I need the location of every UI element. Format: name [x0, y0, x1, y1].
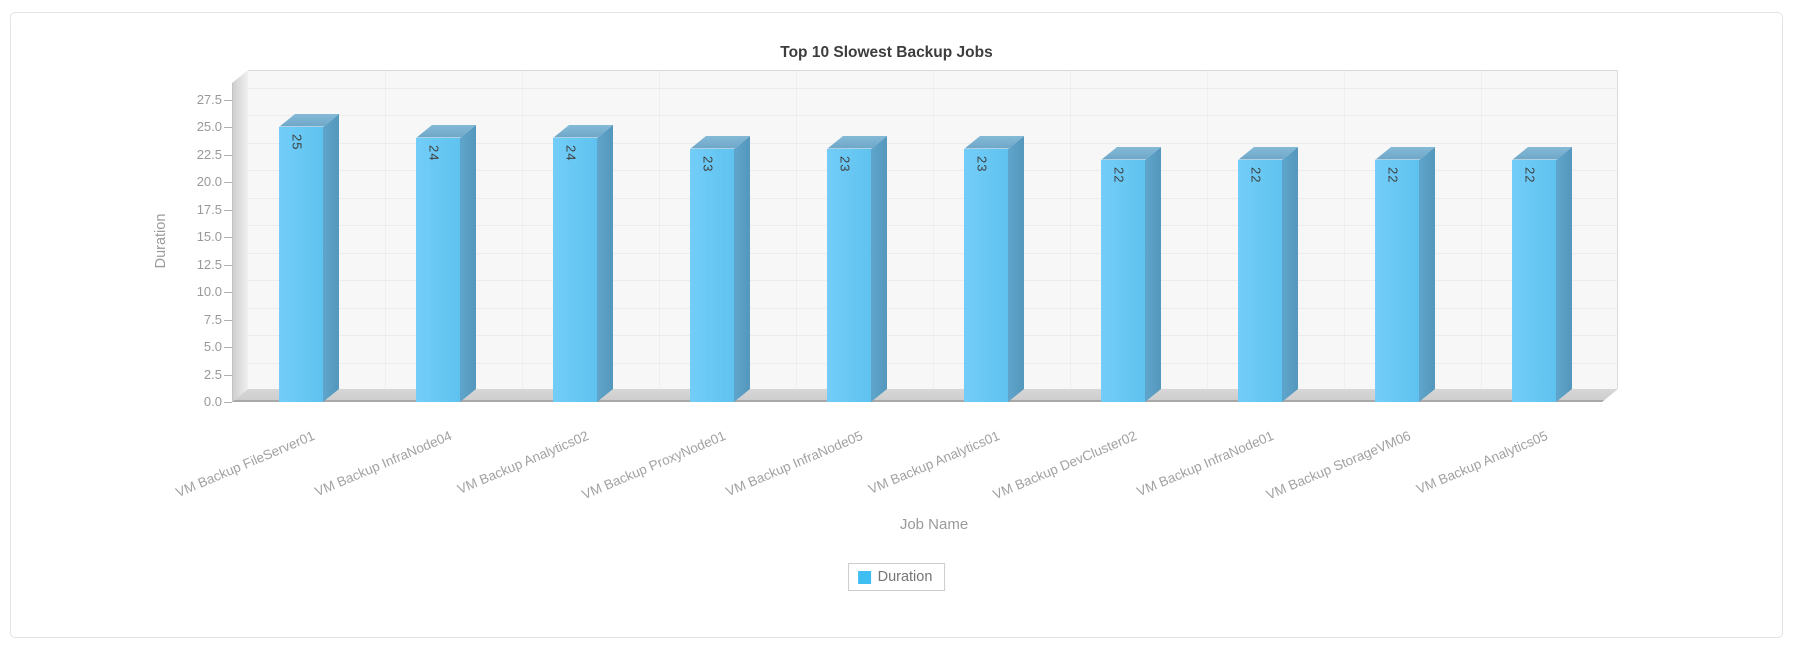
gridline-vertical	[1207, 71, 1208, 389]
gridline-horizontal	[248, 362, 1617, 364]
legend-item-duration[interactable]: Duration	[847, 563, 946, 591]
bar-value-label: 23	[700, 156, 716, 173]
y-tick-label: 10.0	[196, 284, 222, 299]
bar-value-label: 23	[974, 156, 990, 173]
chart-bar-side	[870, 135, 887, 402]
y-tick-label: 20.0	[196, 174, 222, 189]
chart-bar[interactable]	[552, 138, 597, 402]
chart-bar-side	[1418, 146, 1435, 402]
chart-bar-side	[1007, 135, 1024, 402]
gridline-horizontal	[248, 87, 1617, 89]
gridline-horizontal	[248, 307, 1617, 309]
chart-bar[interactable]	[1374, 160, 1419, 402]
gridline-horizontal	[248, 170, 1617, 171]
chart-bar-side	[459, 124, 476, 402]
y-tick-mark	[224, 209, 232, 211]
gridline-vertical	[522, 71, 523, 389]
gridline-vertical	[1481, 71, 1482, 389]
chart-title: Top 10 Slowest Backup Jobs	[780, 44, 993, 61]
y-tick-mark	[224, 402, 232, 403]
chart-bar-side	[322, 113, 339, 402]
gridline-horizontal	[248, 280, 1617, 281]
y-tick-label: 27.5	[196, 91, 222, 107]
y-tick-mark	[224, 127, 232, 128]
chart-bar-side	[1555, 146, 1572, 402]
gridline-horizontal	[248, 197, 1617, 199]
chart-bar[interactable]	[963, 149, 1008, 402]
y-tick-label: 17.5	[196, 201, 222, 217]
gridline-horizontal	[248, 335, 1617, 336]
bar-value-label: 24	[426, 145, 442, 162]
y-tick-label: 15.0	[196, 229, 222, 244]
bar-value-label: 22	[1248, 167, 1264, 184]
y-tick-label: 0.0	[203, 394, 222, 409]
chart-bar[interactable]	[1237, 160, 1282, 402]
chart-bar[interactable]	[689, 149, 734, 402]
gridline-horizontal	[248, 225, 1617, 226]
gridline-vertical	[659, 71, 660, 389]
y-tick-mark	[224, 319, 232, 321]
gridline-vertical	[1070, 71, 1071, 389]
chart-bar-side	[596, 124, 613, 402]
legend-label: Duration	[877, 569, 933, 585]
chart-bar[interactable]	[826, 149, 871, 402]
chart-bar-side	[1144, 146, 1161, 402]
y-tick-label: 22.5	[196, 146, 222, 162]
y-tick-label: 5.0	[203, 339, 222, 354]
bar-value-label: 24	[563, 145, 579, 162]
gridline-horizontal	[248, 115, 1617, 116]
y-tick-mark	[224, 347, 232, 348]
y-tick-label: 7.5	[203, 311, 222, 327]
plot-left-wall	[232, 69, 248, 402]
y-tick-mark	[224, 182, 232, 183]
chart-bar-side	[733, 135, 750, 402]
y-tick-mark	[224, 264, 232, 266]
chart-bar[interactable]	[1511, 160, 1556, 402]
y-tick-label: 25.0	[196, 119, 222, 134]
chart-bar[interactable]	[1100, 160, 1145, 402]
legend-swatch-icon	[857, 570, 871, 584]
gridline-vertical	[385, 71, 386, 389]
gridline-horizontal	[248, 142, 1617, 144]
y-tick-mark	[224, 154, 232, 156]
gridline-vertical	[1344, 71, 1345, 389]
gridline-vertical	[796, 71, 797, 389]
y-tick-mark	[224, 374, 232, 376]
chart-bar-side	[1281, 146, 1298, 402]
x-axis-title: Job Name	[899, 516, 969, 533]
bar-value-label: 22	[1111, 167, 1127, 184]
chart-bar[interactable]	[278, 127, 323, 402]
chart-bar[interactable]	[415, 138, 460, 402]
y-tick-mark	[224, 99, 232, 101]
y-tick-mark	[224, 237, 232, 238]
bar-value-label: 23	[837, 156, 853, 173]
gridline-horizontal	[248, 252, 1617, 254]
bar-value-label: 22	[1385, 167, 1401, 184]
bar-value-label: 22	[1522, 167, 1538, 184]
bar-value-label: 25	[289, 134, 305, 151]
gridline-vertical	[933, 71, 934, 389]
y-tick-label: 12.5	[196, 256, 222, 272]
y-tick-label: 2.5	[203, 366, 222, 382]
y-tick-mark	[224, 292, 232, 293]
